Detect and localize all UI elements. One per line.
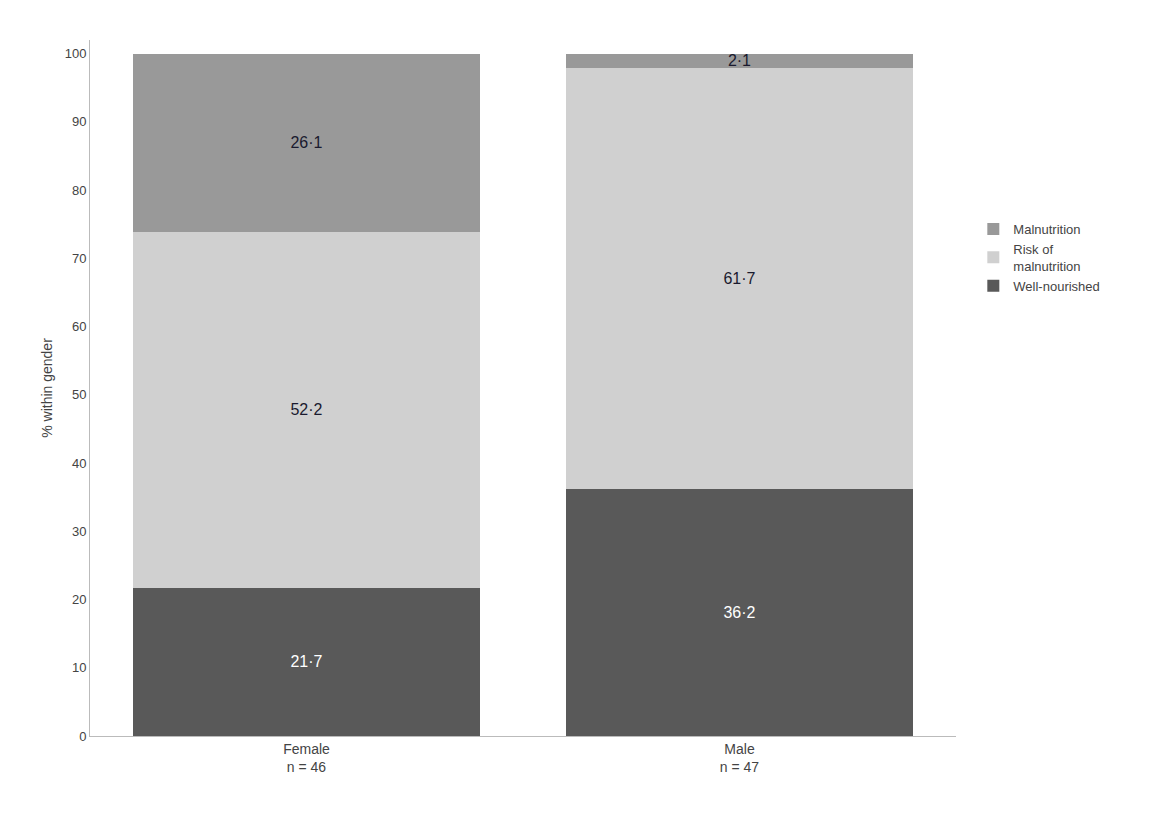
svg-text:40: 40 bbox=[72, 456, 86, 471]
svg-text:% within gender: % within gender bbox=[39, 338, 55, 438]
svg-text:50: 50 bbox=[72, 387, 86, 402]
svg-text:36·2: 36·2 bbox=[723, 604, 755, 621]
svg-text:Risk ofmalnutrition: Risk ofmalnutrition bbox=[1013, 242, 1080, 274]
svg-text:90: 90 bbox=[72, 114, 86, 129]
svg-text:26·1: 26·1 bbox=[290, 134, 322, 151]
svg-text:10: 10 bbox=[72, 660, 86, 675]
svg-text:2·1: 2·1 bbox=[728, 52, 751, 69]
svg-text:30: 30 bbox=[72, 524, 86, 539]
svg-text:80: 80 bbox=[72, 183, 86, 198]
svg-text:Well-nourished: Well-nourished bbox=[1013, 279, 1099, 294]
svg-text:Femalen = 46: Femalen = 46 bbox=[283, 741, 330, 775]
svg-text:61·7: 61·7 bbox=[723, 270, 755, 287]
svg-text:60: 60 bbox=[72, 319, 86, 334]
svg-text:Malnutrition: Malnutrition bbox=[1013, 222, 1080, 237]
svg-text:70: 70 bbox=[72, 251, 86, 266]
svg-text:52·2: 52·2 bbox=[290, 401, 322, 418]
svg-text:100: 100 bbox=[65, 46, 87, 61]
svg-text:0: 0 bbox=[79, 729, 86, 744]
svg-text:21·7: 21·7 bbox=[290, 653, 322, 670]
svg-text:20: 20 bbox=[72, 592, 86, 607]
svg-text:Malen = 47: Malen = 47 bbox=[720, 741, 760, 775]
